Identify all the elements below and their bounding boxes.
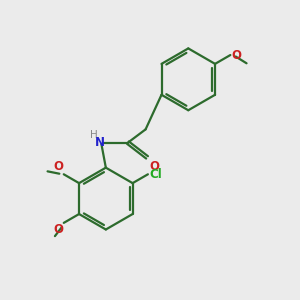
Text: H: H	[90, 130, 98, 140]
Text: N: N	[95, 136, 105, 149]
Text: O: O	[149, 160, 159, 173]
Text: Cl: Cl	[149, 168, 162, 181]
Text: O: O	[53, 160, 63, 173]
Text: O: O	[53, 224, 63, 236]
Text: O: O	[232, 49, 242, 62]
